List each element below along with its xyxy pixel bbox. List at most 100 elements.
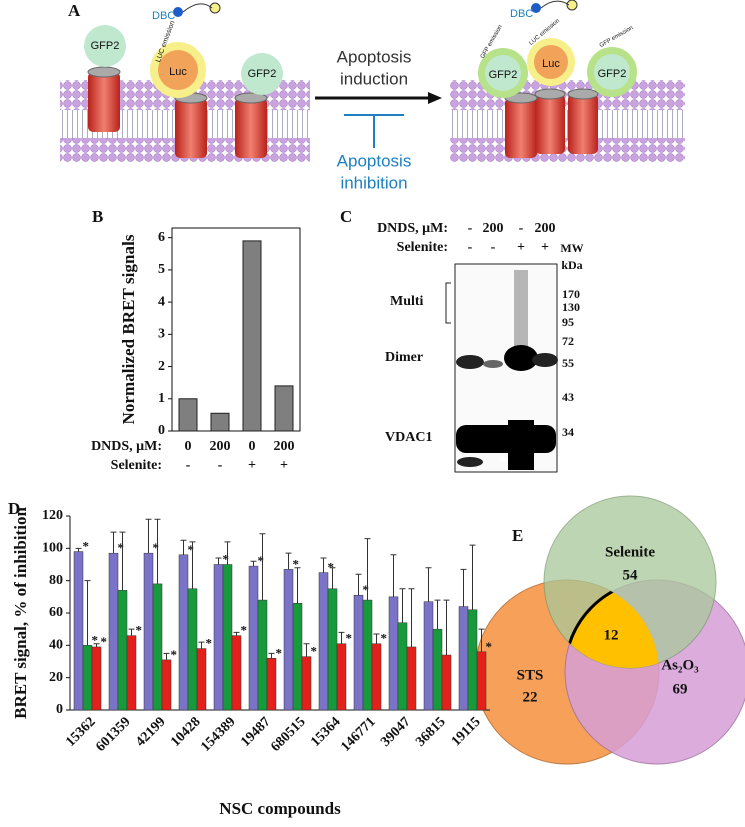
y-tick-label: 5 xyxy=(158,262,165,277)
error-bar xyxy=(478,628,485,652)
x-tick-label: 601359 xyxy=(93,714,133,754)
row-cell: - xyxy=(519,221,524,236)
y-tick-label: 0 xyxy=(56,702,63,717)
bar xyxy=(161,659,172,711)
y-tick-label: 0 xyxy=(158,423,165,438)
y-axis-label: Normalized BRET signals xyxy=(119,234,138,424)
mw-label: MW xyxy=(560,241,583,255)
error-bar xyxy=(268,652,275,659)
bar xyxy=(210,412,230,432)
set-name: Selenite xyxy=(605,544,655,560)
mw-marker: 170 xyxy=(562,287,580,301)
error-bar xyxy=(93,643,100,647)
significance: * xyxy=(363,582,370,597)
panel-letter: B xyxy=(92,207,103,226)
row-cell: 0 xyxy=(249,439,256,454)
bar xyxy=(91,646,102,711)
significance: * xyxy=(101,634,108,649)
label: GFP2 xyxy=(489,69,518,81)
row-label: DNDS, μM: xyxy=(377,221,448,236)
mw-marker: 55 xyxy=(562,356,574,370)
bar xyxy=(266,658,277,711)
arrow-label: induction xyxy=(340,69,408,88)
error-bar xyxy=(329,567,336,589)
bar xyxy=(73,551,84,711)
bar xyxy=(476,651,487,711)
bar xyxy=(388,596,399,711)
label: Luc xyxy=(542,58,560,70)
error-bar xyxy=(443,599,450,656)
bar xyxy=(117,590,128,711)
error-bar xyxy=(189,541,196,589)
label: GFP2 xyxy=(248,68,277,80)
row-cell: 0 xyxy=(185,439,192,454)
x-tick-label: 680515 xyxy=(268,714,308,754)
bar xyxy=(301,656,312,711)
bar xyxy=(152,583,163,711)
bar xyxy=(292,603,303,711)
bar xyxy=(196,648,207,711)
row-label: Selenite: xyxy=(111,458,162,473)
y-tick-label: 80 xyxy=(49,573,63,588)
bar xyxy=(458,606,469,711)
label: Luc xyxy=(169,66,187,78)
y-tick-label: 100 xyxy=(42,541,63,556)
error-bar xyxy=(303,643,310,657)
error-bar xyxy=(163,652,170,660)
panel-letter: E xyxy=(512,526,523,545)
bar xyxy=(231,635,242,711)
significance: * xyxy=(311,644,318,659)
error-bar xyxy=(434,599,441,630)
error-bar xyxy=(154,518,161,584)
error-bar xyxy=(399,588,406,623)
y-tick-label: 120 xyxy=(42,508,63,523)
y-tick-label: 40 xyxy=(49,638,63,653)
bar xyxy=(242,240,262,432)
bar xyxy=(318,572,329,711)
y-tick-label: 1 xyxy=(158,391,165,406)
bar xyxy=(257,599,268,711)
x-tick-label: 19115 xyxy=(449,714,484,749)
bracket xyxy=(445,282,451,324)
bar xyxy=(327,588,338,711)
row-cell: + xyxy=(517,240,525,255)
error-bar xyxy=(460,568,467,607)
error-bar xyxy=(198,641,205,649)
significance: * xyxy=(293,556,300,571)
row-cell: 200 xyxy=(483,221,504,236)
significance: * xyxy=(153,540,160,555)
significance: * xyxy=(328,560,335,575)
x-tick-label: 154389 xyxy=(198,714,238,754)
arrow-label: Apoptosis xyxy=(337,151,412,170)
error-bar xyxy=(250,560,257,567)
plot-frame xyxy=(171,227,301,432)
x-tick-label: 42199 xyxy=(133,714,168,749)
significance: * xyxy=(118,540,125,555)
significance: * xyxy=(258,553,265,568)
significance: * xyxy=(223,551,230,566)
error-bar xyxy=(425,567,432,602)
significance: * xyxy=(136,623,143,638)
x-axis-label: NSC compounds xyxy=(219,799,341,818)
intersection-count: 12 xyxy=(604,627,619,643)
panel-letter: D xyxy=(8,499,20,518)
label: GFP emission xyxy=(599,25,635,49)
panel-a: A DBC GFP2 Luc LUC emission GFP2 DBC GFP… xyxy=(60,0,685,192)
row-cell: - xyxy=(218,458,223,473)
bar xyxy=(371,643,382,711)
significance: * xyxy=(206,636,213,651)
bar xyxy=(108,552,119,711)
mw-marker: 43 xyxy=(562,390,574,404)
row-cell: 200 xyxy=(274,439,295,454)
asterisk: * xyxy=(498,452,507,472)
mw-marker: 130 xyxy=(562,300,580,314)
bar xyxy=(178,398,198,432)
panel-letter: C xyxy=(340,207,352,226)
mw-marker: 34 xyxy=(562,425,574,439)
error-bar xyxy=(373,633,380,644)
y-tick-label: 6 xyxy=(158,230,165,245)
bar xyxy=(274,385,294,432)
band-label: VDAC1 xyxy=(385,430,432,445)
x-tick-label: 146771 xyxy=(338,714,378,754)
